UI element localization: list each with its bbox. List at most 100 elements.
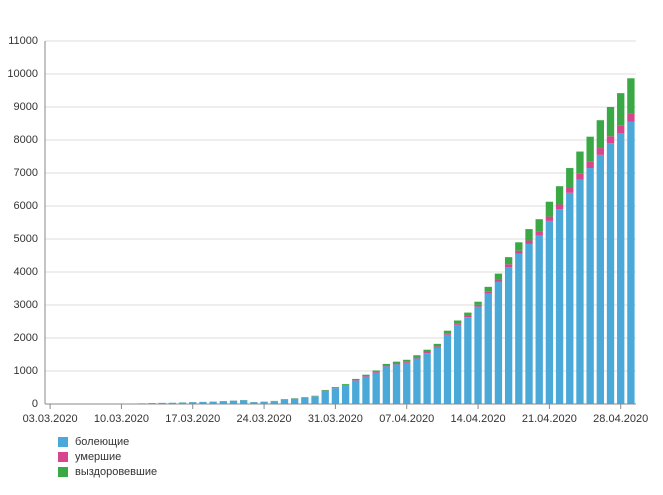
bar-segment [606, 107, 615, 137]
bar-segment [535, 235, 543, 404]
bar-segment [392, 363, 401, 365]
y-tick-label: 5000 [14, 233, 38, 245]
y-tick-label: 6000 [14, 200, 38, 212]
bar-segment [464, 317, 472, 404]
bar-segment [403, 362, 411, 404]
bar-segment [617, 93, 625, 126]
x-tick-label: 28.04.2020 [593, 413, 648, 425]
bar-segment [382, 366, 391, 404]
y-tick-label: 2000 [14, 332, 38, 344]
bar-segment [596, 120, 605, 149]
bar-segment [382, 365, 391, 367]
bar-segment [566, 168, 574, 188]
bar-segment [372, 370, 380, 372]
bar-segment [392, 364, 401, 404]
bar-segment [362, 374, 370, 377]
x-tick-label: 03.03.2020 [23, 413, 78, 425]
bar-segment [494, 281, 503, 404]
bar-segment [413, 355, 421, 358]
bar-segment [576, 173, 584, 180]
bar-segment [525, 243, 533, 404]
bar-segment [199, 402, 207, 404]
bar-segment [270, 401, 278, 404]
bar-segment [617, 133, 625, 404]
bar-segment [617, 125, 625, 134]
bar-segment [586, 136, 594, 162]
y-tick-label: 4000 [14, 266, 38, 278]
bar-segment [189, 402, 197, 404]
bar-segment [443, 330, 452, 334]
bar-segment [433, 347, 441, 404]
bar-segment [403, 359, 411, 362]
bar-segment [168, 402, 177, 404]
bar-segment [341, 384, 350, 386]
y-tick-label: 1000 [14, 365, 38, 377]
bar-segment [545, 216, 554, 221]
x-tick-label: 24.03.2020 [237, 413, 292, 425]
bar-segment [606, 143, 615, 405]
bar-segment [586, 168, 594, 404]
bar-segment [515, 242, 523, 251]
y-tick-label: 9000 [14, 101, 38, 113]
bar-segment [311, 396, 319, 404]
bar-segment [433, 346, 441, 348]
bar-segment [392, 361, 401, 364]
bar-segment [423, 352, 431, 354]
bar-segment [331, 387, 340, 388]
bar-segment [229, 400, 238, 404]
bar-segment [352, 380, 360, 404]
bar-segment [341, 385, 350, 404]
legend-label: болеющие [75, 436, 129, 448]
bar-segment [219, 401, 227, 404]
bar-segment [331, 388, 340, 404]
x-tick-label: 07.04.2020 [379, 413, 434, 425]
bar-segment [290, 398, 299, 404]
bar-segment [423, 349, 431, 353]
bar-segment [484, 293, 492, 404]
bar-segment [576, 151, 584, 174]
bar-segment [433, 343, 441, 347]
bar-segment [321, 390, 329, 404]
bar-segment [474, 306, 482, 404]
bar-segment [525, 240, 533, 244]
x-tick-label: 31.03.2020 [308, 413, 363, 425]
bar-segment [627, 121, 635, 404]
bar-segment [535, 231, 543, 236]
bar-segment [627, 78, 635, 114]
bar-segment [301, 397, 309, 404]
bar-segment [413, 358, 421, 404]
legend-label: выздоровевшие [75, 466, 157, 478]
bar-segment [555, 209, 564, 404]
bar-segment [596, 148, 605, 155]
bar-segment [372, 371, 380, 373]
bar-segment [566, 187, 574, 193]
bar-segment [352, 378, 360, 381]
bar-segment [474, 304, 482, 307]
bar-segment [280, 399, 289, 404]
bar-segment [525, 229, 533, 241]
bar-segment [596, 154, 605, 404]
bar-segment [504, 264, 513, 268]
x-tick-label: 17.03.2020 [165, 413, 220, 425]
y-tick-label: 3000 [14, 299, 38, 311]
bar-segment [178, 402, 187, 404]
bar-segment [494, 279, 503, 282]
bar-segment [382, 363, 391, 366]
bar-segment [403, 361, 411, 363]
bar-segment [535, 219, 543, 232]
bar-segment [576, 179, 584, 404]
bar-segment [545, 201, 554, 217]
bar-segment [260, 401, 268, 404]
bar-segment [484, 291, 492, 294]
bar-segment [494, 273, 503, 280]
bar-segment [413, 357, 421, 359]
bar-segment [443, 334, 452, 404]
bar-segment [454, 320, 462, 324]
legend-swatch [58, 437, 68, 447]
bar-segment [515, 250, 523, 254]
bar-segment [454, 324, 462, 404]
bar-segment [372, 372, 380, 404]
bar-segment [250, 402, 258, 404]
bar-segment [454, 323, 462, 325]
